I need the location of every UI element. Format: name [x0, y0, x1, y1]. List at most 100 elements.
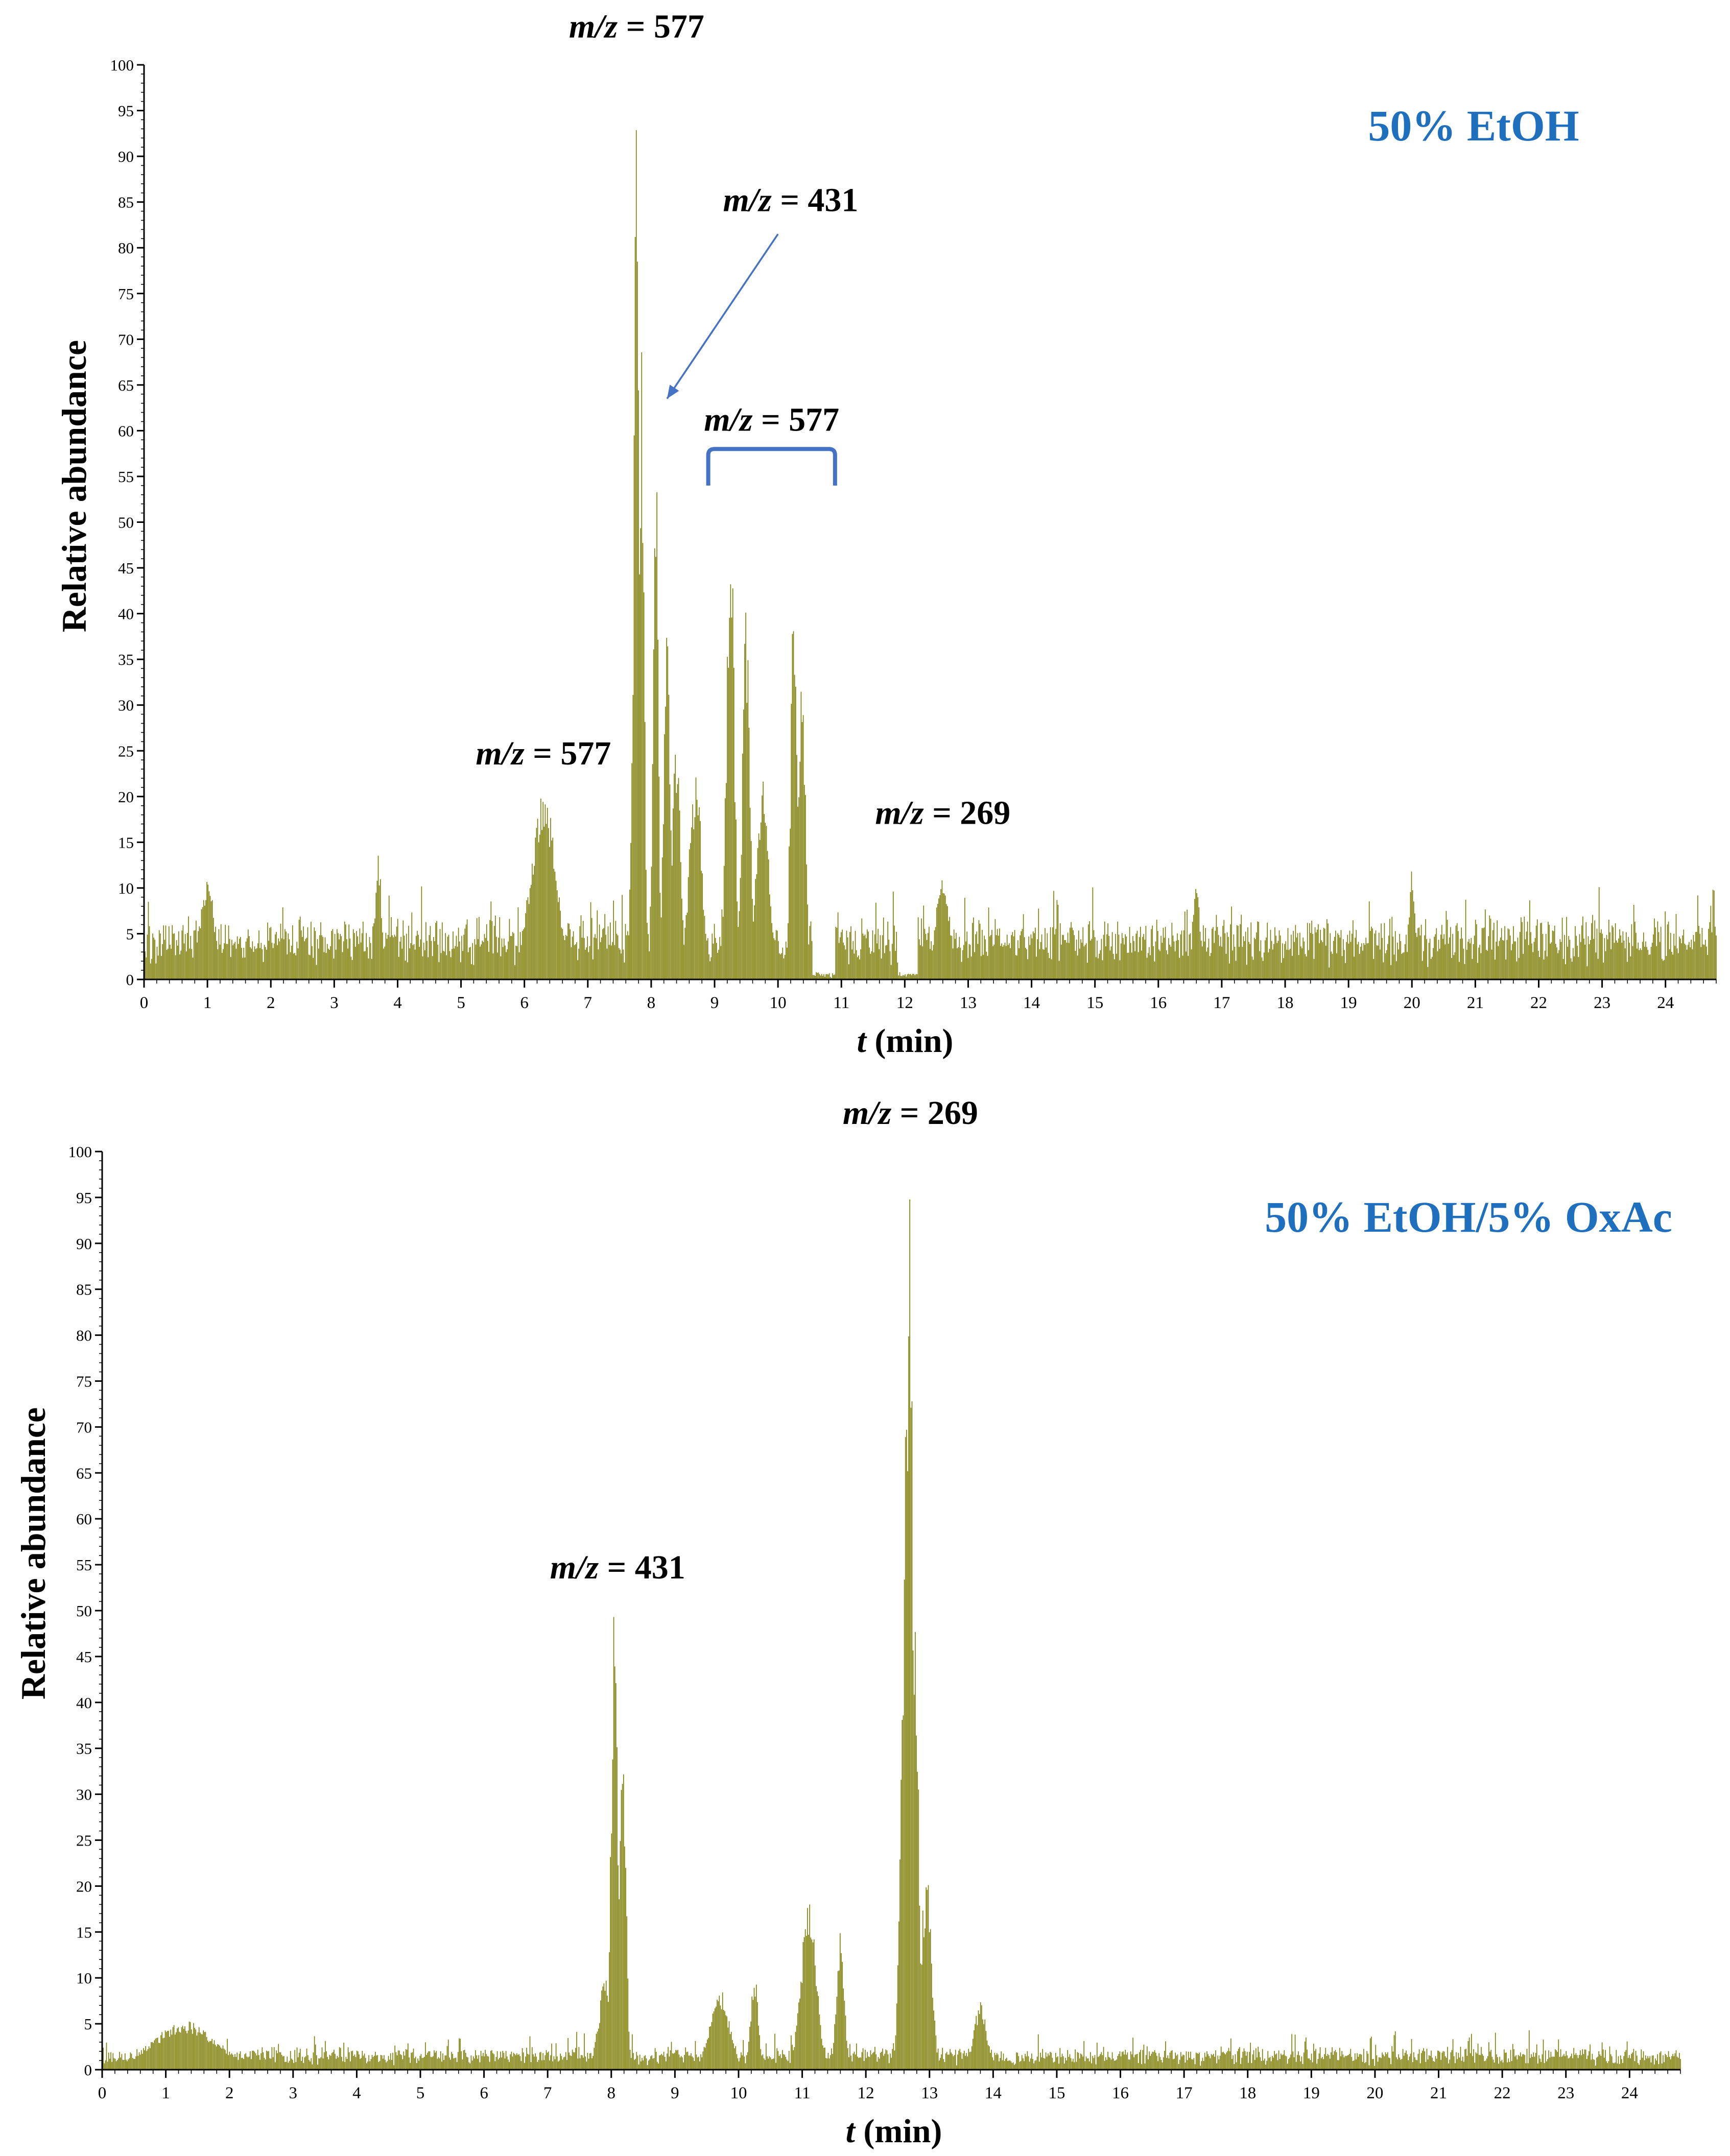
- peak-annotation: m/z = 269: [843, 1094, 978, 1132]
- chromatogram-panel-top: 50% EtOH Relative abundance t (min) 0510…: [55, 8, 1717, 1060]
- y-tick-label: 60: [118, 422, 134, 440]
- x-tick-label: 21: [1467, 994, 1484, 1012]
- condition-label-top: 50% EtOH: [1368, 101, 1579, 150]
- y-tick-label: 55: [76, 1556, 92, 1574]
- y-tick-label: 10: [76, 1969, 92, 1987]
- y-tick-label: 70: [118, 330, 134, 348]
- y-tick-label: 15: [118, 833, 134, 851]
- annotation-mz: m/z: [569, 8, 618, 45]
- peak-annotation: m/z = 431: [723, 182, 858, 219]
- annotation-value: = 577: [753, 401, 840, 438]
- x-axis-label-variable: t: [846, 2113, 856, 2150]
- x-tick-label: 14: [1023, 994, 1040, 1012]
- x-tick-label: 12: [858, 2084, 874, 2102]
- x-tick-label: 15: [1086, 994, 1103, 1012]
- peak-annotation: m/z = 577: [569, 8, 704, 45]
- x-tick-label: 22: [1530, 994, 1547, 1012]
- x-tick-label: 13: [960, 994, 977, 1012]
- y-tick-label: 85: [118, 194, 134, 211]
- annotation-mz: m/z: [723, 182, 772, 219]
- x-tick-label: 13: [921, 2084, 938, 2102]
- x-axis-label-variable: t: [857, 1022, 867, 1060]
- x-tick-label: 24: [1657, 994, 1674, 1012]
- y-tick-label: 75: [76, 1373, 92, 1391]
- x-tick-label: 10: [730, 2084, 747, 2102]
- annotation-value: = 431: [599, 1549, 685, 1586]
- peak-group-bracket: [706, 447, 837, 486]
- x-tick-label: 22: [1494, 2084, 1511, 2102]
- arrow-head: [667, 385, 679, 399]
- annotation-mz: m/z: [704, 401, 753, 438]
- annotation-value: = 269: [924, 795, 1011, 832]
- y-tick-label: 50: [76, 1602, 92, 1620]
- annotation-value: = 431: [772, 182, 859, 219]
- x-tick-label: 14: [985, 2084, 1002, 2102]
- y-tick-label: 40: [118, 605, 134, 623]
- annotation-value: = 577: [618, 8, 704, 45]
- y-tick-label: 65: [118, 376, 134, 394]
- y-tick-label: 25: [118, 742, 134, 760]
- x-tick-label: 18: [1277, 994, 1294, 1012]
- x-tick-label: 16: [1150, 994, 1167, 1012]
- peak-annotation: m/z = 577: [704, 401, 839, 438]
- x-tick-label: 12: [896, 994, 913, 1012]
- x-tick-label: 4: [393, 994, 402, 1012]
- y-tick-label: 95: [118, 102, 134, 120]
- x-tick-label: 23: [1557, 2084, 1574, 2102]
- y-tick-label: 20: [118, 788, 134, 806]
- annotation-mz: m/z: [875, 795, 924, 832]
- x-tick-label: 20: [1404, 994, 1420, 1012]
- annotation-value: = 269: [891, 1094, 978, 1132]
- y-tick-label: 85: [76, 1281, 92, 1299]
- peak-annotation: m/z = 577: [476, 735, 611, 772]
- x-tick-label: 21: [1430, 2084, 1447, 2102]
- annotation-value: = 577: [525, 735, 611, 772]
- y-tick-label: 100: [68, 1143, 92, 1161]
- annotation-mz: m/z: [476, 735, 525, 772]
- y-tick-label: 40: [76, 1694, 92, 1712]
- x-axis-label-unit: (min): [866, 1022, 953, 1060]
- x-axis-label-bottom: t (min): [846, 2113, 942, 2150]
- y-tick-label: 70: [76, 1418, 92, 1436]
- y-tick-label: 0: [126, 971, 134, 989]
- x-tick-label: 7: [543, 2084, 552, 2102]
- x-tick-label: 7: [584, 994, 593, 1012]
- peak-annotation: m/z = 431: [550, 1549, 685, 1586]
- x-tick-label: 9: [710, 994, 719, 1012]
- x-tick-label: 8: [607, 2084, 616, 2102]
- x-tick-label: 0: [98, 2084, 107, 2102]
- y-tick-label: 0: [84, 2061, 92, 2079]
- y-tick-label: 20: [76, 1877, 92, 1895]
- condition-label-bottom: 50% EtOH/5% OxAc: [1265, 1192, 1672, 1241]
- y-tick-label: 50: [118, 514, 134, 532]
- x-tick-label: 4: [352, 2084, 361, 2102]
- y-tick-label: 15: [76, 1923, 92, 1941]
- y-tick-label: 100: [110, 56, 134, 74]
- x-tick-label: 19: [1303, 2084, 1320, 2102]
- x-tick-label: 0: [140, 994, 149, 1012]
- x-tick-label: 6: [480, 2084, 488, 2102]
- y-tick-label: 95: [76, 1189, 92, 1207]
- x-tick-label: 10: [770, 994, 787, 1012]
- chromatogram-panel-bottom: 50% EtOH/5% OxAc Relative abundance t (m…: [14, 1094, 1681, 2150]
- x-tick-label: 20: [1366, 2084, 1383, 2102]
- x-tick-label: 11: [833, 994, 849, 1012]
- y-tick-label: 60: [76, 1510, 92, 1528]
- x-tick-label: 3: [330, 994, 339, 1012]
- y-tick-label: 25: [76, 1832, 92, 1850]
- x-axis-label-unit: (min): [855, 2113, 942, 2150]
- y-tick-label: 45: [76, 1648, 92, 1666]
- x-axis-label-top: t (min): [857, 1022, 954, 1060]
- y-axis-label-top: Relative abundance: [55, 340, 93, 632]
- y-tick-label: 55: [118, 468, 134, 486]
- x-tick-label: 3: [289, 2084, 298, 2102]
- peak-annotation: m/z = 269: [875, 795, 1010, 832]
- x-tick-label: 24: [1621, 2084, 1638, 2102]
- x-tick-label: 23: [1594, 994, 1610, 1012]
- y-tick-label: 5: [84, 2015, 92, 2033]
- y-tick-label: 75: [118, 285, 134, 303]
- y-tick-label: 80: [76, 1327, 92, 1345]
- x-tick-label: 9: [671, 2084, 679, 2102]
- y-axis-label-bottom: Relative abundance: [14, 1407, 53, 1699]
- y-tick-label: 35: [76, 1740, 92, 1758]
